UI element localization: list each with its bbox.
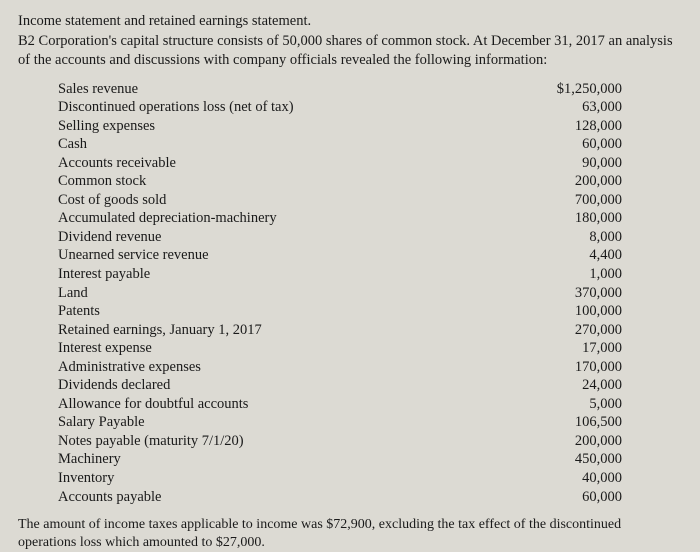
- account-label: Unearned service revenue: [58, 246, 502, 265]
- accounts-table: Sales revenue$1,250,000Discontinued oper…: [18, 80, 682, 507]
- account-value: 17,000: [502, 339, 622, 358]
- account-label: Inventory: [58, 469, 502, 488]
- account-value: 200,000: [502, 172, 622, 191]
- account-value: 700,000: [502, 191, 622, 210]
- account-label: Interest payable: [58, 265, 502, 284]
- account-label: Administrative expenses: [58, 358, 502, 377]
- account-row: Cost of goods sold700,000: [58, 191, 622, 210]
- account-value: 370,000: [502, 284, 622, 303]
- header-line-2: B2 Corporation's capital structure consi…: [18, 32, 682, 70]
- account-label: Notes payable (maturity 7/1/20): [58, 432, 502, 451]
- account-value: 40,000: [502, 469, 622, 488]
- account-row: Interest payable1,000: [58, 265, 622, 284]
- account-row: Selling expenses128,000: [58, 117, 622, 136]
- account-value: 24,000: [502, 376, 622, 395]
- account-value: 106,500: [502, 413, 622, 432]
- account-label: Common stock: [58, 172, 502, 191]
- header-block: Income statement and retained earnings s…: [18, 12, 682, 70]
- account-row: Discontinued operations loss (net of tax…: [58, 98, 622, 117]
- account-value: 4,400: [502, 246, 622, 265]
- account-value: 1,000: [502, 265, 622, 284]
- account-label: Allowance for doubtful accounts: [58, 395, 502, 414]
- account-label: Accounts payable: [58, 488, 502, 507]
- account-row: Dividends declared24,000: [58, 376, 622, 395]
- account-value: 90,000: [502, 154, 622, 173]
- account-label: Dividend revenue: [58, 228, 502, 247]
- account-row: Administrative expenses170,000: [58, 358, 622, 377]
- account-row: Salary Payable106,500: [58, 413, 622, 432]
- account-label: Retained earnings, January 1, 2017: [58, 321, 502, 340]
- account-label: Accumulated depreciation-machinery: [58, 209, 502, 228]
- account-label: Patents: [58, 302, 502, 321]
- account-value: 100,000: [502, 302, 622, 321]
- account-label: Discontinued operations loss (net of tax…: [58, 98, 502, 117]
- account-value: 63,000: [502, 98, 622, 117]
- account-row: Notes payable (maturity 7/1/20)200,000: [58, 432, 622, 451]
- account-value: 270,000: [502, 321, 622, 340]
- account-label: Cash: [58, 135, 502, 154]
- account-row: Dividend revenue8,000: [58, 228, 622, 247]
- account-label: Accounts receivable: [58, 154, 502, 173]
- account-value: 450,000: [502, 450, 622, 469]
- account-value: 60,000: [502, 488, 622, 507]
- account-value: $1,250,000: [502, 80, 622, 99]
- account-value: 8,000: [502, 228, 622, 247]
- account-row: Accounts payable60,000: [58, 488, 622, 507]
- account-row: Machinery450,000: [58, 450, 622, 469]
- account-row: Common stock200,000: [58, 172, 622, 191]
- account-row: Unearned service revenue4,400: [58, 246, 622, 265]
- account-label: Machinery: [58, 450, 502, 469]
- account-label: Land: [58, 284, 502, 303]
- account-label: Dividends declared: [58, 376, 502, 395]
- account-row: Allowance for doubtful accounts5,000: [58, 395, 622, 414]
- account-value: 200,000: [502, 432, 622, 451]
- footer-note: The amount of income taxes applicable to…: [18, 516, 682, 552]
- account-row: Cash60,000: [58, 135, 622, 154]
- account-label: Selling expenses: [58, 117, 502, 136]
- account-label: Cost of goods sold: [58, 191, 502, 210]
- account-row: Accounts receivable90,000: [58, 154, 622, 173]
- account-value: 60,000: [502, 135, 622, 154]
- account-value: 180,000: [502, 209, 622, 228]
- account-label: Salary Payable: [58, 413, 502, 432]
- account-row: Retained earnings, January 1, 2017270,00…: [58, 321, 622, 340]
- account-value: 170,000: [502, 358, 622, 377]
- account-value: 5,000: [502, 395, 622, 414]
- account-row: Interest expense17,000: [58, 339, 622, 358]
- account-row: Sales revenue$1,250,000: [58, 80, 622, 99]
- account-row: Land370,000: [58, 284, 622, 303]
- header-line-1: Income statement and retained earnings s…: [18, 12, 682, 31]
- account-label: Interest expense: [58, 339, 502, 358]
- account-row: Accumulated depreciation-machinery180,00…: [58, 209, 622, 228]
- account-value: 128,000: [502, 117, 622, 136]
- account-row: Inventory40,000: [58, 469, 622, 488]
- account-label: Sales revenue: [58, 80, 502, 99]
- account-row: Patents100,000: [58, 302, 622, 321]
